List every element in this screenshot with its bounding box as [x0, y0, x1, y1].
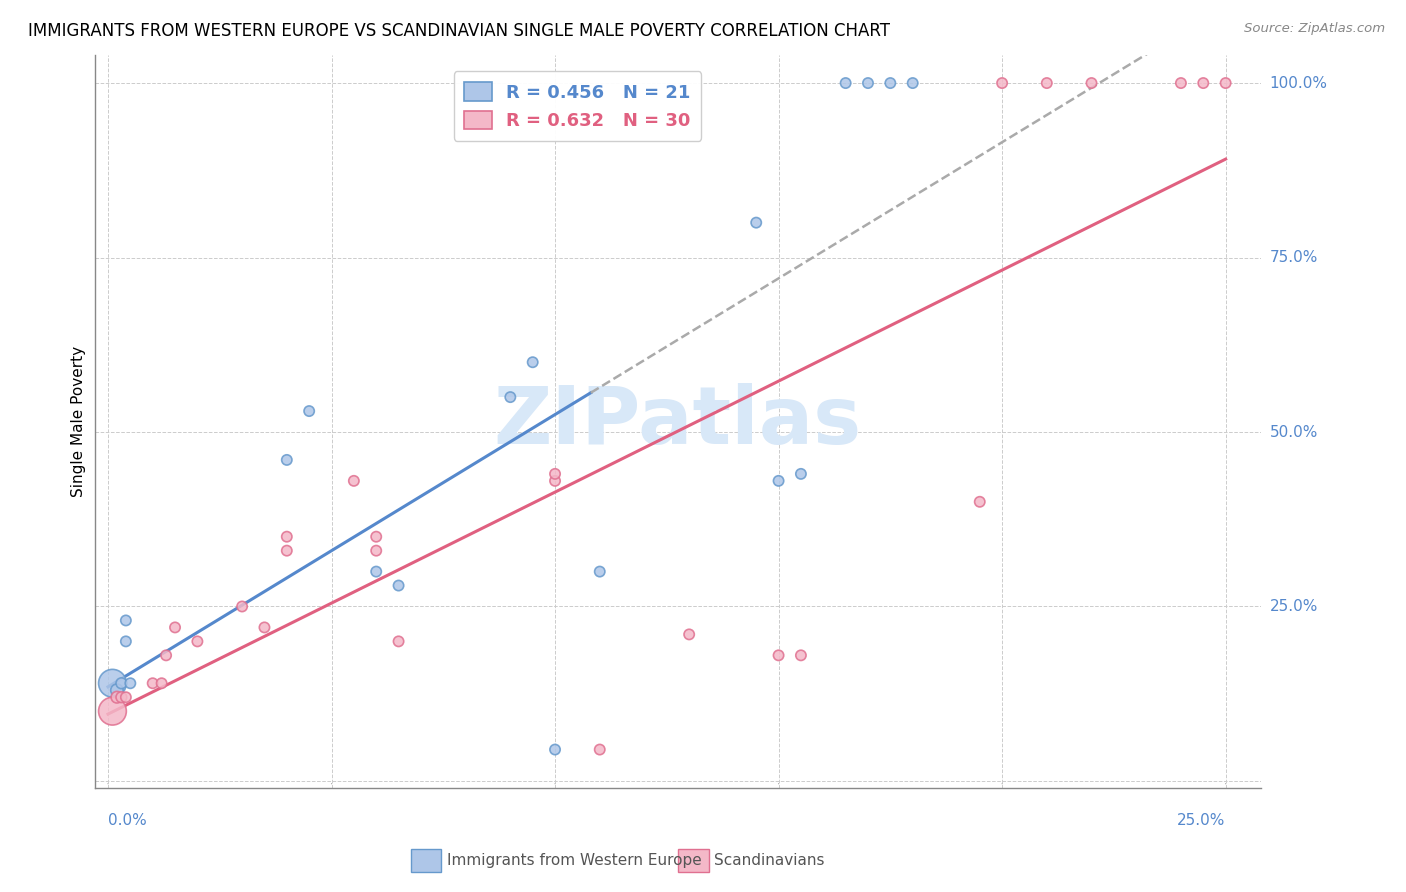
Y-axis label: Single Male Poverty: Single Male Poverty	[72, 346, 86, 497]
Point	[1192, 76, 1215, 90]
Point	[991, 76, 1014, 90]
Point	[768, 648, 790, 663]
Point	[231, 599, 253, 614]
Point	[678, 627, 700, 641]
Point	[768, 474, 790, 488]
Point	[544, 742, 567, 756]
Point	[589, 565, 612, 579]
Text: 25.0%: 25.0%	[1177, 813, 1226, 828]
Point	[142, 676, 165, 690]
Point	[387, 634, 409, 648]
Point	[186, 634, 208, 648]
Point	[969, 495, 991, 509]
Point	[101, 676, 124, 690]
Point	[834, 76, 856, 90]
Point	[253, 620, 276, 634]
Text: 50.0%: 50.0%	[1270, 425, 1317, 440]
Text: 75.0%: 75.0%	[1270, 250, 1317, 265]
Point	[1036, 76, 1059, 90]
Point	[366, 543, 388, 558]
Text: ZIPatlas: ZIPatlas	[494, 383, 862, 460]
Point	[163, 620, 186, 634]
Point	[110, 690, 132, 705]
Point	[366, 565, 388, 579]
Point	[343, 474, 366, 488]
Point	[522, 355, 544, 369]
Point	[1215, 76, 1237, 90]
Legend: R = 0.456   N = 21, R = 0.632   N = 30: R = 0.456 N = 21, R = 0.632 N = 30	[454, 71, 702, 141]
Point	[298, 404, 321, 418]
Point	[901, 76, 924, 90]
Text: Source: ZipAtlas.com: Source: ZipAtlas.com	[1244, 22, 1385, 36]
Point	[276, 530, 298, 544]
Point	[1170, 76, 1192, 90]
Text: Immigrants from Western Europe: Immigrants from Western Europe	[447, 854, 702, 868]
Point	[276, 453, 298, 467]
Point	[499, 390, 522, 404]
Point	[387, 578, 409, 592]
Text: Scandinavians: Scandinavians	[714, 854, 825, 868]
Text: 100.0%: 100.0%	[1270, 76, 1327, 91]
Point	[544, 467, 567, 481]
Point	[790, 467, 813, 481]
Point	[745, 216, 768, 230]
Point	[105, 690, 128, 705]
Point	[790, 648, 813, 663]
Text: 0.0%: 0.0%	[108, 813, 146, 828]
Point	[115, 614, 138, 628]
Point	[366, 530, 388, 544]
Point	[856, 76, 879, 90]
Point	[115, 690, 138, 705]
Point	[544, 474, 567, 488]
Point	[110, 676, 132, 690]
Text: IMMIGRANTS FROM WESTERN EUROPE VS SCANDINAVIAN SINGLE MALE POVERTY CORRELATION C: IMMIGRANTS FROM WESTERN EUROPE VS SCANDI…	[28, 22, 890, 40]
Point	[155, 648, 177, 663]
Point	[879, 76, 901, 90]
Point	[105, 683, 128, 698]
Point	[101, 704, 124, 718]
Point	[276, 543, 298, 558]
Point	[589, 742, 612, 756]
Text: 25.0%: 25.0%	[1270, 599, 1317, 614]
Point	[150, 676, 173, 690]
Point	[1080, 76, 1102, 90]
Point	[115, 634, 138, 648]
Point	[120, 676, 142, 690]
